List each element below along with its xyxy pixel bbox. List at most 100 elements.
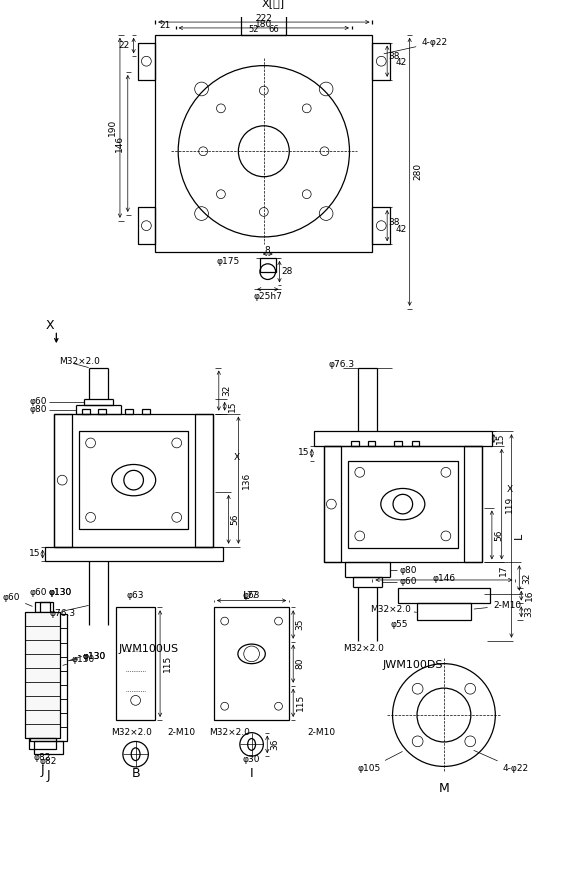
Bar bbox=[241, 13, 287, 35]
Text: φ25h7: φ25h7 bbox=[253, 291, 282, 301]
Text: 2-M10: 2-M10 bbox=[307, 728, 335, 737]
Text: 180: 180 bbox=[255, 20, 273, 30]
Bar bbox=[398, 588, 490, 604]
Bar bbox=[82, 409, 89, 414]
Bar bbox=[99, 409, 106, 414]
Text: M32×2.0: M32×2.0 bbox=[111, 728, 152, 737]
Text: 21: 21 bbox=[160, 22, 171, 31]
Text: φ60: φ60 bbox=[29, 397, 46, 406]
Text: 15: 15 bbox=[298, 448, 310, 458]
Text: 38: 38 bbox=[388, 218, 400, 228]
Text: M32×2.0: M32×2.0 bbox=[209, 728, 250, 737]
Text: 38: 38 bbox=[388, 52, 400, 61]
Text: φ60: φ60 bbox=[30, 588, 48, 598]
Text: 4-φ22: 4-φ22 bbox=[474, 751, 529, 774]
Text: X[向]: X[向] bbox=[262, 0, 285, 9]
Bar bbox=[55, 414, 213, 547]
Text: φ130: φ130 bbox=[83, 652, 106, 661]
Text: 42: 42 bbox=[395, 225, 407, 234]
Text: 136: 136 bbox=[242, 472, 251, 489]
Text: JWM100DS: JWM100DS bbox=[382, 660, 443, 670]
Bar bbox=[25, 612, 60, 738]
Bar bbox=[25, 710, 60, 724]
Bar bbox=[30, 614, 67, 741]
Text: 33: 33 bbox=[524, 606, 534, 617]
Text: 190: 190 bbox=[108, 119, 117, 136]
Text: φ130: φ130 bbox=[49, 588, 72, 598]
Text: φ105: φ105 bbox=[357, 752, 403, 774]
Text: 16: 16 bbox=[524, 590, 534, 601]
Text: φ130: φ130 bbox=[49, 588, 72, 598]
Text: 32: 32 bbox=[222, 385, 231, 396]
Text: X: X bbox=[233, 453, 240, 462]
Text: φ60: φ60 bbox=[3, 593, 32, 606]
Text: M32×2.0: M32×2.0 bbox=[59, 357, 100, 367]
Bar bbox=[368, 441, 375, 446]
Text: φ82: φ82 bbox=[34, 752, 51, 761]
Text: J: J bbox=[46, 769, 50, 782]
Bar bbox=[314, 431, 492, 446]
Bar bbox=[29, 738, 56, 749]
Text: 66: 66 bbox=[268, 25, 279, 34]
Text: φ146: φ146 bbox=[432, 573, 455, 583]
Text: 17: 17 bbox=[499, 564, 508, 576]
Bar bbox=[143, 409, 150, 414]
Bar bbox=[324, 446, 482, 563]
Text: φ80: φ80 bbox=[29, 405, 46, 414]
Bar bbox=[30, 699, 67, 713]
Text: φ175: φ175 bbox=[217, 257, 240, 266]
Bar bbox=[79, 431, 188, 529]
Bar bbox=[394, 441, 402, 446]
Bar bbox=[416, 604, 472, 620]
Bar bbox=[351, 441, 359, 446]
Text: X: X bbox=[506, 486, 513, 494]
Text: φ55: φ55 bbox=[390, 620, 408, 629]
Bar bbox=[30, 713, 67, 727]
Text: 32: 32 bbox=[523, 572, 532, 584]
Text: 28: 28 bbox=[282, 267, 293, 276]
Text: JWM100US: JWM100US bbox=[118, 645, 179, 654]
Bar bbox=[30, 727, 67, 741]
Text: 2-M10: 2-M10 bbox=[474, 601, 521, 610]
Bar bbox=[25, 612, 60, 626]
Bar bbox=[25, 640, 60, 654]
Bar bbox=[30, 656, 67, 671]
Text: M: M bbox=[438, 782, 450, 795]
Text: 52: 52 bbox=[249, 25, 259, 34]
Bar bbox=[35, 603, 50, 612]
Text: 8: 8 bbox=[265, 246, 271, 255]
Bar bbox=[324, 446, 341, 563]
Bar bbox=[34, 741, 63, 754]
Text: 56: 56 bbox=[494, 529, 503, 541]
Text: 119: 119 bbox=[505, 495, 514, 513]
Text: 280: 280 bbox=[413, 164, 422, 180]
Text: M32×2.0: M32×2.0 bbox=[343, 644, 384, 653]
Bar bbox=[30, 642, 67, 656]
Text: 222: 222 bbox=[255, 14, 272, 23]
Text: I: I bbox=[250, 767, 253, 780]
Text: 15: 15 bbox=[496, 432, 505, 444]
Bar bbox=[137, 43, 155, 80]
Bar bbox=[465, 446, 482, 563]
Text: φ82: φ82 bbox=[40, 757, 57, 766]
Text: L: L bbox=[514, 533, 524, 539]
Text: 42: 42 bbox=[395, 58, 407, 66]
Bar bbox=[214, 607, 289, 720]
Bar bbox=[412, 441, 419, 446]
Bar bbox=[372, 43, 390, 80]
Text: φ130: φ130 bbox=[70, 652, 106, 661]
Bar bbox=[55, 414, 72, 547]
Text: 15: 15 bbox=[29, 549, 41, 558]
Bar bbox=[137, 207, 155, 244]
Text: φ30: φ30 bbox=[243, 754, 260, 764]
Text: φ130: φ130 bbox=[63, 654, 95, 665]
Bar bbox=[25, 724, 60, 738]
Bar bbox=[348, 460, 458, 548]
Text: L: L bbox=[243, 591, 249, 600]
Text: 2-M10: 2-M10 bbox=[167, 728, 195, 737]
Bar bbox=[372, 207, 390, 244]
Bar bbox=[125, 409, 133, 414]
Text: J: J bbox=[41, 765, 45, 777]
Text: 35: 35 bbox=[296, 619, 304, 630]
Text: 115: 115 bbox=[164, 654, 172, 672]
